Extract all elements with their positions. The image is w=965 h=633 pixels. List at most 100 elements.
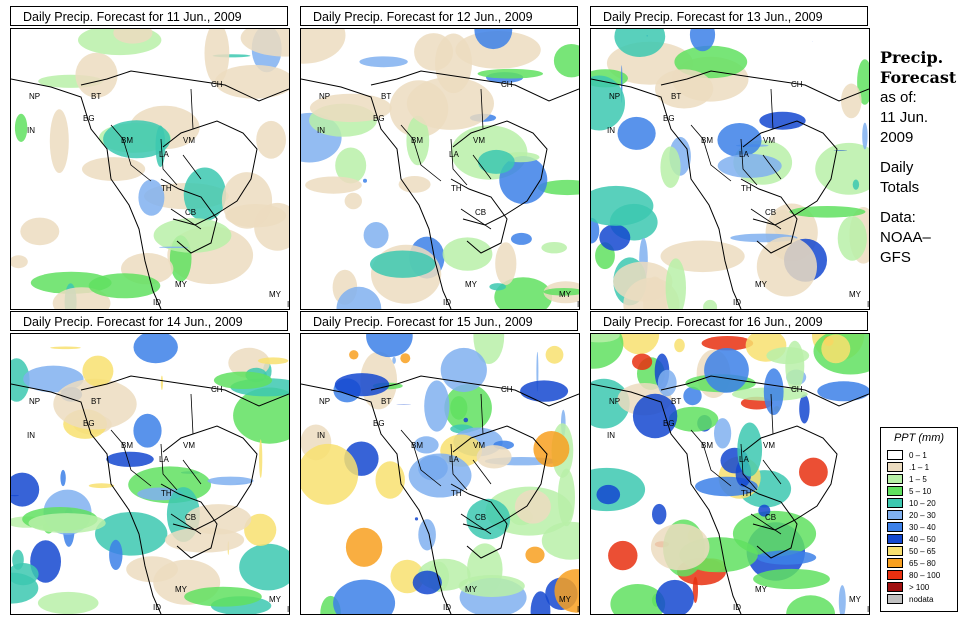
country-label: MY — [269, 595, 282, 604]
precip-map: NP BT IN BG BM CH VM LA TH CB MY ID MY ID — [300, 333, 580, 615]
precip-area — [717, 123, 762, 157]
legend-label: nodata — [909, 595, 934, 604]
precip-area — [757, 550, 817, 565]
country-label: BM — [411, 441, 423, 450]
precip-area — [414, 517, 419, 521]
country-label: ID — [153, 603, 161, 612]
legend-label: 80 – 100 — [909, 571, 941, 580]
precip-area — [510, 232, 532, 245]
precip-area — [82, 355, 114, 387]
precip-area — [632, 393, 678, 439]
country-label: BM — [121, 136, 133, 145]
country-label: IN — [317, 431, 325, 440]
legend-label: 0 – 1 — [909, 451, 927, 460]
precip-area — [541, 242, 567, 254]
precip-area — [737, 422, 763, 477]
country-label: BM — [701, 136, 713, 145]
data-label: Data: — [880, 209, 916, 226]
precip-area — [652, 503, 667, 525]
precip-area — [257, 357, 289, 365]
country-label: ID — [287, 605, 289, 614]
country-label: BM — [121, 441, 133, 450]
precip-area — [335, 147, 367, 184]
legend-swatch — [887, 474, 903, 484]
precip-area — [113, 29, 153, 44]
country-label: BG — [83, 114, 95, 123]
forecast-panel: Daily Precip. Forecast for 15 Jun., 2009… — [300, 311, 580, 615]
precip-area — [37, 591, 99, 614]
legend-label: 20 – 30 — [909, 511, 936, 520]
precip-area — [49, 109, 69, 173]
precip-area — [772, 209, 793, 238]
legend-label: 10 – 20 — [909, 499, 936, 508]
asof-date: 11 Jun. — [880, 109, 929, 126]
panel-title: Daily Precip. Forecast for 15 Jun., 2009 — [300, 311, 578, 331]
country-label: CB — [475, 208, 486, 217]
country-label: LA — [159, 455, 169, 464]
country-label: BG — [373, 419, 385, 428]
precip-area — [345, 527, 383, 567]
precip-area — [591, 75, 625, 131]
country-label: IN — [27, 431, 35, 440]
country-label: TH — [741, 184, 752, 193]
precip-area — [753, 568, 830, 590]
precip-area — [20, 217, 60, 246]
country-label: BT — [671, 92, 681, 101]
precip-area — [406, 115, 430, 166]
precip-area — [440, 347, 487, 393]
country-border — [110, 393, 202, 535]
country-label: ID — [443, 603, 451, 612]
country-label: CH — [211, 385, 223, 394]
precip-area — [444, 384, 492, 432]
precip-area — [88, 273, 161, 299]
precip-area — [608, 540, 638, 571]
precip-area — [14, 113, 28, 142]
precip-area — [160, 375, 163, 390]
country-label: IN — [317, 126, 325, 135]
precip-map: NP BT IN BG BM CH VM LA TH CB MY ID MY ID — [10, 28, 290, 310]
country-label: MY — [755, 280, 768, 289]
legend-swatch — [887, 594, 903, 604]
precip-area — [153, 218, 232, 253]
legend-swatch — [887, 450, 903, 460]
panel-title: Daily Precip. Forecast for 16 Jun., 2009 — [590, 311, 868, 331]
country-label: VM — [763, 441, 775, 450]
precip-area — [530, 591, 551, 614]
precip-area — [442, 237, 493, 271]
precip-area — [349, 350, 359, 360]
legend-swatch — [887, 522, 903, 532]
coastline — [301, 375, 579, 614]
precip-area — [334, 373, 390, 397]
legend-swatch — [887, 486, 903, 496]
legend-swatch — [887, 462, 903, 472]
precip-area — [537, 179, 579, 196]
country-label: MY — [175, 280, 188, 289]
country-label: ID — [577, 300, 579, 309]
precip-map: NP BT IN BG BM CH VM LA TH CB MY ID MY ID — [10, 333, 290, 615]
country-border — [400, 88, 492, 230]
country-label: BG — [373, 114, 385, 123]
country-label: IN — [607, 126, 615, 135]
legend-title: PPT (mm) — [893, 432, 945, 444]
precip-area — [837, 216, 867, 261]
precip-area — [668, 406, 719, 432]
country-label: ID — [867, 605, 869, 614]
country-label: ID — [733, 298, 741, 307]
country-label: ID — [577, 605, 579, 614]
precip-area — [759, 111, 806, 130]
precip-area — [655, 579, 694, 614]
country-label: VM — [473, 441, 485, 450]
precip-area — [375, 461, 405, 499]
precip-area — [591, 334, 620, 343]
country-label: BM — [411, 136, 423, 145]
country-label: MY — [849, 290, 862, 299]
country-label: NP — [319, 92, 330, 101]
precip-area — [838, 585, 846, 614]
country-label: TH — [161, 489, 172, 498]
precip-area — [400, 353, 411, 364]
precip-area — [623, 277, 680, 309]
precip-area — [591, 378, 630, 429]
country-label: VM — [473, 136, 485, 145]
precip-area — [11, 472, 40, 507]
country-label: MY — [269, 290, 282, 299]
